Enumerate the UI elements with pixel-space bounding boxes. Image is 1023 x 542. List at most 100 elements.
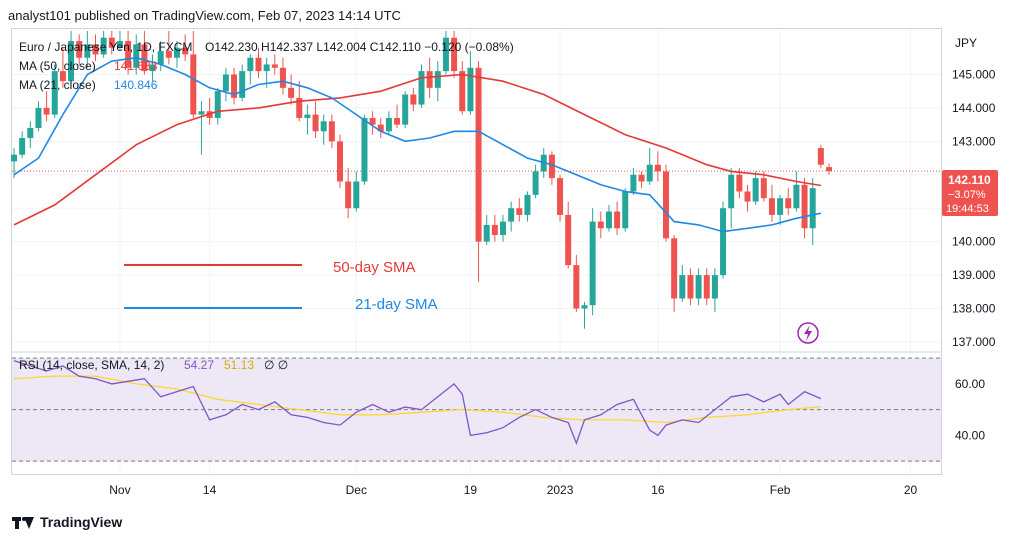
candle-body — [826, 167, 832, 172]
ma50-legend-label: MA (50, close) — [19, 59, 96, 73]
time-tick-label: 20 — [904, 483, 918, 497]
candle-body — [92, 44, 99, 55]
chart-frame[interactable] — [11, 28, 942, 475]
candle-body — [548, 154, 555, 179]
candle-body — [500, 221, 506, 235]
candle-body — [51, 71, 58, 115]
candle — [19, 131, 26, 159]
candles — [11, 31, 832, 329]
rsi-legend-flags: ∅ ∅ — [264, 358, 288, 372]
rsi-legend-value: 54.27 — [184, 358, 214, 372]
candle-body — [296, 97, 303, 118]
candle — [663, 164, 669, 242]
candle-body — [11, 154, 17, 162]
candle — [597, 211, 604, 239]
candle — [92, 34, 99, 62]
candle-body — [801, 184, 808, 229]
candle-body — [777, 198, 784, 215]
candle-body — [141, 44, 148, 72]
candle-body — [279, 67, 286, 88]
candle — [491, 214, 498, 242]
candle-body — [614, 211, 621, 229]
tradingview-logo[interactable]: TradingView — [12, 514, 122, 530]
price-tick-label: 143.000 — [952, 134, 996, 148]
candle — [752, 171, 759, 205]
candle-body — [711, 275, 718, 299]
candle — [279, 57, 286, 95]
tradingview-logo-icon — [12, 515, 34, 529]
candle-body — [68, 41, 75, 82]
candle — [394, 104, 401, 128]
candle-body — [247, 57, 254, 72]
candle — [377, 117, 384, 138]
candle — [59, 47, 66, 88]
candle-body — [369, 117, 376, 125]
candle — [736, 168, 743, 199]
candle — [133, 34, 140, 75]
candle-body — [622, 191, 629, 229]
time-tick-label: 2023 — [547, 483, 574, 497]
candle-body — [817, 148, 824, 165]
candle — [817, 144, 824, 169]
candle-body — [736, 174, 743, 192]
lightning-icon[interactable] — [797, 322, 819, 344]
candle — [116, 31, 123, 52]
candle — [174, 41, 180, 68]
candle-body — [768, 198, 775, 215]
candle-body — [695, 275, 702, 299]
candle — [125, 31, 132, 75]
ma50-legend-value: 141.683 — [114, 59, 158, 73]
candle — [141, 31, 148, 75]
candle — [442, 31, 449, 75]
candle — [222, 67, 229, 102]
price-tag-countdown: 19:44:53 — [946, 203, 989, 215]
candle — [247, 54, 254, 85]
candle-body — [752, 178, 759, 202]
candle — [785, 188, 792, 215]
candle — [565, 201, 572, 269]
candle — [361, 114, 368, 185]
candle — [467, 51, 474, 115]
candle-body — [59, 71, 66, 82]
time-tick-label: 16 — [651, 483, 665, 497]
candle-body — [728, 174, 735, 209]
candle-body — [687, 275, 694, 299]
candle — [149, 54, 156, 82]
candle — [801, 178, 808, 239]
candle-body — [597, 221, 604, 229]
candle — [369, 111, 376, 135]
candle — [43, 91, 50, 122]
candle — [695, 268, 702, 306]
candle — [671, 234, 678, 312]
candle-body — [116, 41, 123, 48]
candle-body — [76, 41, 83, 58]
candle-body — [255, 57, 262, 72]
candle-body — [671, 238, 678, 299]
candle — [100, 31, 107, 58]
candle — [27, 121, 34, 149]
candle-body — [271, 64, 278, 68]
candle-body — [361, 117, 368, 182]
candle — [720, 201, 727, 279]
candle — [451, 31, 458, 78]
sma21-annotation: 21-day SMA — [355, 296, 438, 313]
candle — [190, 31, 197, 118]
rsi-axis-labels: 40.00 60.00 — [955, 377, 985, 442]
candle-body — [565, 214, 572, 266]
candle-body — [100, 37, 107, 55]
candle — [760, 171, 767, 202]
price-tick-label: 139.000 — [952, 268, 996, 282]
rsi-sma-legend-value: 51.13 — [224, 358, 254, 372]
candle-body — [557, 178, 564, 215]
candle-body — [630, 174, 637, 192]
rsi-line — [13, 360, 822, 445]
candle-body — [434, 71, 441, 88]
candle-body — [451, 37, 458, 72]
candle-body — [394, 117, 401, 125]
candle — [312, 101, 319, 138]
candle — [182, 34, 189, 62]
candle-body — [418, 71, 425, 105]
candle-body — [410, 94, 417, 105]
candle-body — [573, 265, 580, 309]
